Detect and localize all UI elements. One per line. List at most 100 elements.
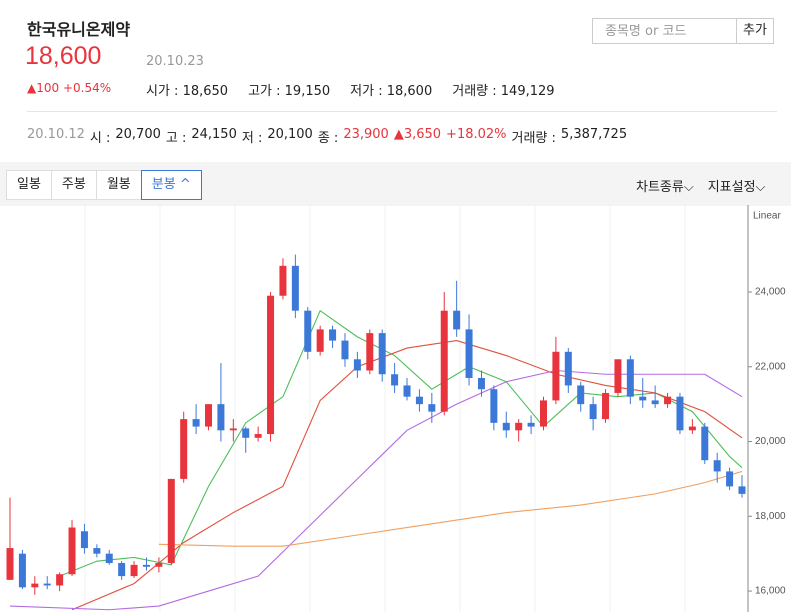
candle-body xyxy=(180,419,188,479)
candle-body xyxy=(31,583,39,588)
candle-body xyxy=(56,574,64,586)
menu[interactable]: 지표설정⌵ xyxy=(707,180,766,195)
candle-body xyxy=(440,310,448,412)
candle-body xyxy=(527,422,535,427)
candle-body xyxy=(701,426,709,461)
search-input[interactable]: 종목명 or 코드 xyxy=(592,18,737,44)
candle-body xyxy=(403,385,411,397)
candle-body xyxy=(291,265,299,311)
tabs: 일봉 주봉 월봉 분봉 ^ xyxy=(6,170,202,200)
change: ▲3,650 xyxy=(393,127,442,142)
candle-body xyxy=(477,377,485,390)
candle-body xyxy=(391,374,399,386)
candle-body xyxy=(726,471,734,487)
stat: 거래량 : 149,129 xyxy=(452,80,554,99)
candle-body xyxy=(465,329,473,378)
label: 거래량 : xyxy=(511,131,556,146)
moving-average xyxy=(158,470,743,547)
candle-body xyxy=(329,329,337,341)
prev-date: 20.10.12 xyxy=(27,127,85,142)
axis-label: Linear xyxy=(753,211,781,222)
candle-body xyxy=(676,396,684,431)
tab[interactable]: 주봉 xyxy=(50,170,97,200)
candle-body xyxy=(6,548,14,580)
candle-body xyxy=(155,563,163,567)
change: ▲100 +0.54% xyxy=(27,81,111,95)
label: 고 : xyxy=(165,131,187,146)
candle-body xyxy=(738,486,746,494)
candle-body xyxy=(80,531,88,549)
chart: Linear 16,000 18,000 20,000 22,000 24,000 xyxy=(6,205,786,612)
stat-label: 거래량 : xyxy=(452,84,497,99)
stats: 시가 : 18,650 고가 : 19,150 저가 : 18,600 거래량 : 1… xyxy=(146,80,555,99)
y-tick-label: 20,000 xyxy=(755,436,786,447)
stat: 시가 : 18,650 xyxy=(146,80,228,99)
label: 시 : xyxy=(89,131,111,146)
date: 20.10.23 xyxy=(146,54,204,69)
candle-body xyxy=(68,527,76,575)
change-pct: +0.54% xyxy=(62,81,112,95)
divider xyxy=(27,111,777,112)
candle-body xyxy=(639,396,647,401)
candle-body xyxy=(577,385,585,405)
value: 20,700 xyxy=(115,127,161,142)
candle-body xyxy=(142,564,150,567)
prev-day: 20.10.12 시 : 20,700 고 : 24,150 저 : 20,100 종… xyxy=(27,127,627,146)
candle-body xyxy=(415,396,423,405)
candle-body xyxy=(118,563,126,577)
candle-body xyxy=(254,434,262,438)
stat-label: 저가 : xyxy=(350,84,383,99)
stat: 고가 : 19,150 xyxy=(248,80,330,99)
candle-body xyxy=(589,404,597,420)
stat: 저가 : 18,600 xyxy=(350,80,432,99)
candle-body xyxy=(564,351,572,386)
change-amount: ▲100 xyxy=(27,81,60,95)
stat-label: 시가 : xyxy=(146,84,179,99)
candle-body xyxy=(205,404,213,427)
moving-average xyxy=(9,369,743,611)
y-tick-label: 16,000 xyxy=(755,586,786,597)
tab[interactable]: 월봉 xyxy=(95,170,142,200)
vgrid xyxy=(84,205,686,612)
value: 24,150 xyxy=(191,127,237,142)
candle-body xyxy=(539,400,547,427)
candle-body xyxy=(105,553,113,564)
stat-label: 고가 : xyxy=(248,84,281,99)
stock-name: 한국유니온제약 xyxy=(27,20,131,39)
candle-body xyxy=(664,396,672,405)
value: 23,900 xyxy=(343,127,389,142)
tab[interactable]: 분봉 ^ xyxy=(140,170,202,200)
candle-body xyxy=(713,460,721,472)
candle-body xyxy=(626,359,634,397)
candle-body xyxy=(602,392,610,420)
candle-body xyxy=(316,329,324,352)
candle-body xyxy=(242,428,250,438)
candle-body xyxy=(18,553,26,588)
stat-value: 149,129 xyxy=(500,84,555,99)
candle-body xyxy=(229,428,237,431)
moving-average xyxy=(59,309,743,577)
menu[interactable]: 차트종류⌵ xyxy=(636,180,694,195)
candle-body xyxy=(428,404,436,412)
moving-average xyxy=(71,340,743,611)
candle-body xyxy=(502,422,510,431)
candle-body xyxy=(614,359,622,393)
candle-body xyxy=(353,359,361,371)
candle-body xyxy=(453,310,461,330)
candle-body xyxy=(279,265,287,296)
add-button[interactable]: 추가 xyxy=(736,18,774,44)
candle-body xyxy=(304,310,312,352)
y-tick-label: 24,000 xyxy=(755,287,786,298)
candle-body xyxy=(378,333,386,375)
stat-value: 18,650 xyxy=(182,84,229,99)
candle-body xyxy=(93,548,101,554)
label: 저 : xyxy=(241,131,263,146)
candle-body xyxy=(43,583,51,586)
candle-body xyxy=(217,404,225,431)
tab[interactable]: 일봉 xyxy=(6,170,52,200)
candle-body xyxy=(490,389,498,423)
stat-value: 18,600 xyxy=(386,84,433,99)
candle-body xyxy=(267,295,275,435)
menus: 차트종류⌵ 지표설정⌵ xyxy=(636,176,765,195)
candle-body xyxy=(515,422,523,431)
